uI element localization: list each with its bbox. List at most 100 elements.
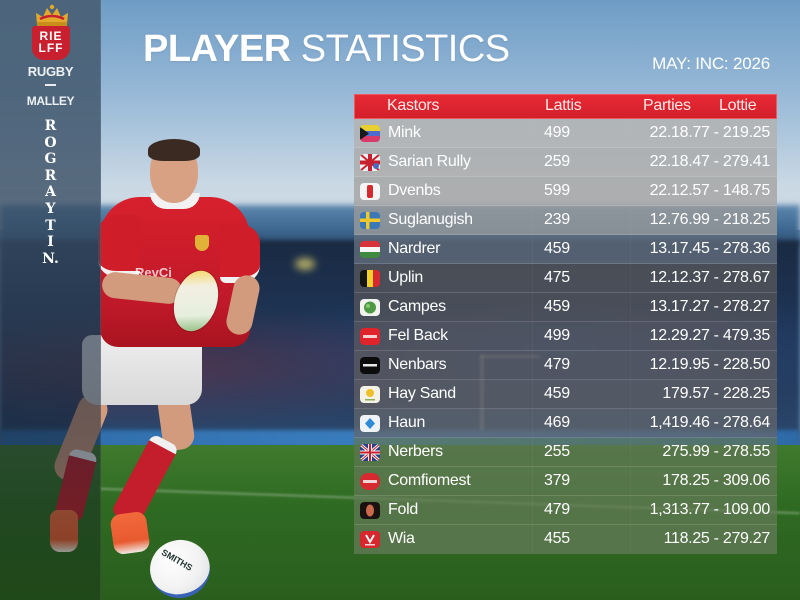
jersey-crest-icon — [195, 235, 209, 251]
player-value: 499 — [544, 124, 570, 141]
player-name: Haun — [388, 414, 426, 431]
player-range: 12.12.37 - 278.67 — [649, 269, 771, 286]
column-header-lottie[interactable]: Lottie — [719, 97, 757, 114]
player-sock — [110, 433, 180, 527]
table-row[interactable]: Wia 455 118.25 - 279.27 — [354, 525, 777, 554]
table-row[interactable]: Sarian Rully 259 22.18.47 - 279.41 — [354, 148, 777, 177]
player-name: Fel Back — [388, 327, 448, 344]
dark-portrait-app-icon — [360, 502, 380, 519]
player-range: 1,419.46 - 278.64 — [649, 414, 771, 431]
vertical-letter: N. — [42, 250, 59, 267]
player-range: 1,313.77 - 109.00 — [649, 501, 771, 518]
player-name: Campes — [388, 298, 446, 315]
table-row[interactable]: Fel Back 499 12.29.27 - 479.35 — [354, 322, 777, 351]
player-hair — [148, 139, 200, 161]
player-value: 455 — [544, 530, 570, 547]
flag-uk-icon — [360, 154, 380, 171]
flag-belgium-icon — [360, 270, 380, 287]
player-value: 255 — [544, 443, 570, 460]
player-range: 22.18.47 - 279.41 — [649, 153, 771, 170]
player-value: 475 — [544, 269, 570, 286]
page-title: PLAYER STATISTICS — [143, 28, 510, 71]
rugby-player-image: RevCi — [40, 135, 280, 556]
logo-text-line2: LFF — [38, 41, 64, 55]
player-value: 599 — [544, 182, 570, 199]
player-value: 459 — [544, 385, 570, 402]
yellow-sun-app-icon — [360, 386, 380, 403]
player-value: 239 — [544, 211, 570, 228]
table-row[interactable]: Mink 499 22.18.77 - 219.25 — [354, 119, 777, 148]
brand-club-label: MALLEY — [26, 94, 75, 108]
table-row[interactable]: Hay Sand 459 179.57 - 228.25 — [354, 380, 777, 409]
table-row[interactable]: Nardrer 459 13.17.45 - 278.36 — [354, 235, 777, 264]
red-shield-app-icon — [360, 531, 380, 548]
player-name: Nenbars — [388, 356, 447, 373]
player-sleeve — [98, 215, 140, 277]
table-row[interactable]: Haun 469 1,419.46 - 278.64 — [354, 409, 777, 438]
player-name: Hay Sand — [388, 385, 456, 402]
table-row[interactable]: Nerbers 255 275.99 - 278.55 — [354, 438, 777, 467]
vertical-letter: O — [44, 134, 57, 151]
player-name: Mink — [388, 124, 421, 141]
player-name: Nardrer — [388, 240, 441, 257]
flag-south-africa-icon — [360, 125, 380, 142]
red-pill-app-icon — [360, 473, 380, 490]
table-row[interactable]: Comfiomest 379 178.25 - 309.06 — [354, 467, 777, 496]
player-range: 13.17.27 - 278.27 — [649, 298, 771, 315]
divider — [45, 84, 56, 86]
vertical-brand-text: R O G R A Y T I N. — [0, 118, 101, 267]
column-header-parties[interactable]: Parties — [643, 97, 691, 114]
player-range: 12.76.99 - 218.25 — [649, 211, 771, 228]
player-range: 275.99 - 278.55 — [662, 443, 770, 460]
black-badge-app-icon — [360, 357, 380, 374]
player-name: Uplin — [388, 269, 423, 286]
player-value: 469 — [544, 414, 570, 431]
blue-puzzle-app-icon — [360, 415, 380, 432]
vertical-letter: G — [44, 151, 57, 168]
page-date: MAY: INC: 2026 — [652, 54, 770, 73]
table-row[interactable]: Campes 459 13.17.27 - 278.27 — [354, 293, 777, 322]
table-row[interactable]: Dvenbs 599 22.12.57 - 148.75 — [354, 177, 777, 206]
logo-text-line1: RIE — [39, 29, 63, 43]
brand-panel: RIE LFF RUGBY MALLEY R O G R A Y T I N. — [0, 0, 101, 600]
column-header-lattis[interactable]: Lattis — [545, 97, 582, 114]
brand-sport-label: RUGBY — [27, 64, 74, 79]
green-globe-app-icon — [360, 299, 380, 316]
player-name: Comfiomest — [388, 472, 471, 489]
table-row[interactable]: Uplin 475 12.12.37 - 278.67 — [354, 264, 777, 293]
player-value: 459 — [544, 298, 570, 315]
vertical-letter: R — [44, 167, 57, 184]
vertical-letter: R — [44, 118, 57, 134]
table-row[interactable]: Suglanugish 239 12.76.99 - 218.25 — [354, 206, 777, 235]
player-value: 479 — [544, 356, 570, 373]
crown-icon — [36, 4, 68, 26]
red-badge-app-icon — [360, 328, 380, 345]
player-stats-table: Kastors Lattis Parties Lottie Mink 499 2… — [354, 94, 777, 554]
vertical-letter: Y — [45, 200, 56, 217]
table-row[interactable]: Fold 479 1,313.77 - 109.00 — [354, 496, 777, 525]
player-name: Wia — [388, 530, 415, 547]
table-header: Kastors Lattis Parties Lottie — [354, 94, 777, 119]
table-row[interactable]: Nenbars 479 12.19.95 - 228.50 — [354, 351, 777, 380]
flag-hungary-icon — [360, 241, 380, 258]
player-range: 22.12.57 - 148.75 — [649, 182, 771, 199]
player-range: 118.25 - 279.27 — [663, 530, 771, 547]
player-value: 499 — [544, 327, 570, 344]
player-name: Dvenbs — [388, 182, 441, 199]
column-header-kastors[interactable]: Kastors — [387, 97, 440, 114]
player-range: 178.25 - 309.06 — [662, 472, 770, 489]
player-name: Suglanugish — [388, 211, 473, 228]
player-range: 12.29.27 - 479.35 — [649, 327, 771, 344]
table-body: Mink 499 22.18.77 - 219.25 Sarian Rully … — [354, 119, 777, 554]
club-logo: RIE LFF — [32, 26, 70, 60]
red-white-app-icon — [360, 183, 380, 200]
player-value: 479 — [544, 501, 570, 518]
player-range: 22.18.77 - 219.25 — [649, 124, 771, 141]
player-name: Fold — [388, 501, 418, 518]
vertical-letter: I — [47, 234, 54, 251]
player-range: 179.57 - 228.25 — [662, 385, 770, 402]
flag-sweden-icon — [360, 212, 380, 229]
player-value: 459 — [544, 240, 570, 257]
player-sleeve — [220, 225, 260, 283]
vertical-letter: T — [45, 217, 56, 234]
